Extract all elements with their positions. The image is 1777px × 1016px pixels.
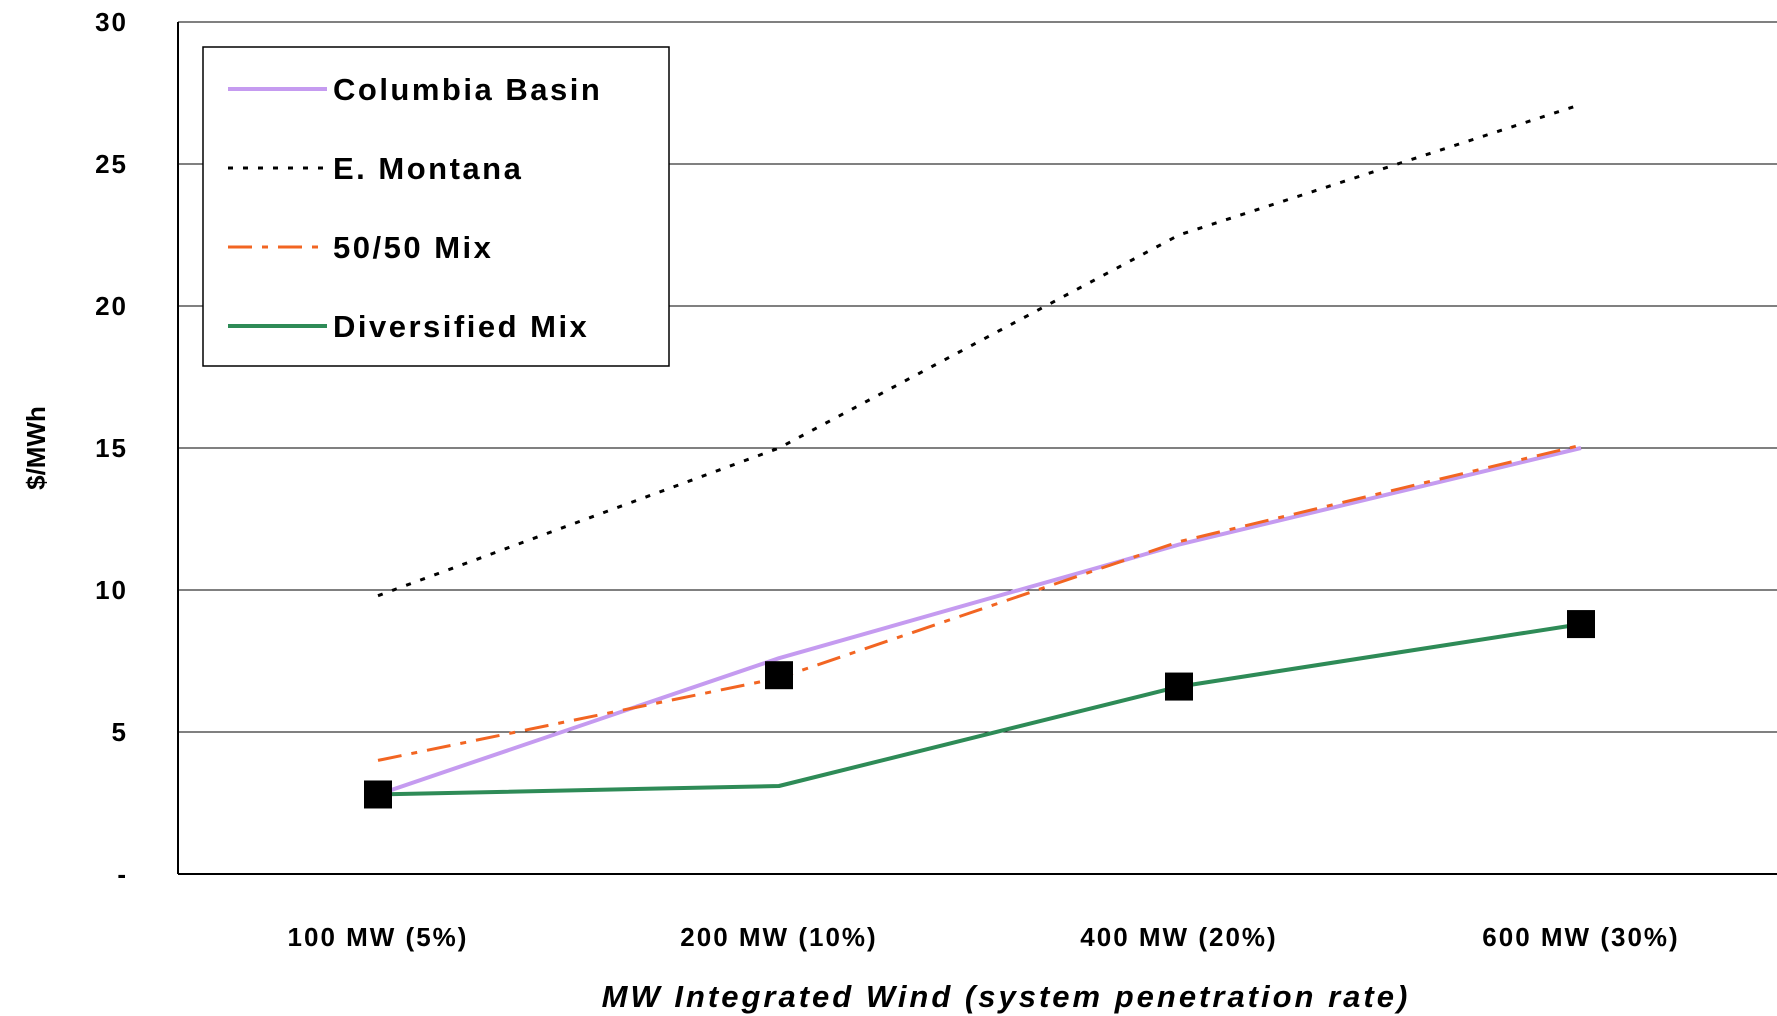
y-tick-labels: - 5 10 15 20 25 30 [95,7,128,889]
series-line-2 [377,443,1582,762]
y-tick-label: - [117,859,128,889]
y-tick-label: 25 [95,149,128,179]
legend-label: 50/50 Mix [333,230,493,265]
axes [177,22,1777,875]
series-lines [377,102,1582,797]
x-axis-label: MW Integrated Wind (system penetration r… [602,979,1411,1014]
y-tick-label: 15 [95,433,128,463]
x-tick-labels: 100 MW (5%) 200 MW (10%) 400 MW (20%) 600 M… [288,922,1679,952]
series-line-0 [377,446,1582,797]
data-point-marker [364,780,392,809]
data-point-marker [765,661,793,690]
legend-label: Columbia Basin [333,72,602,107]
y-axis-label: $/MWh [21,406,51,490]
x-tick-label: 400 MW (20%) [1080,922,1277,952]
x-tick-label: 600 MW (30%) [1482,922,1679,952]
data-point-marker [1165,672,1193,701]
y-tick-label: 10 [95,575,128,605]
markers [364,610,1595,809]
legend-box [202,46,670,367]
y-tick-label: 30 [95,7,128,37]
x-tick-label: 100 MW (5%) [288,922,469,952]
legend-label: E. Montana [333,151,523,186]
y-tick-label: 5 [112,717,128,747]
y-tick-label: 20 [95,291,128,321]
series-line-3 [377,622,1582,797]
x-tick-label: 200 MW (10%) [680,922,877,952]
series-line-1 [377,102,1582,598]
data-point-marker [1567,610,1595,639]
legend-label: Diversified Mix [333,309,589,344]
legend: Columbia Basin E. Montana 50/50 Mix Diversi… [202,46,670,367]
